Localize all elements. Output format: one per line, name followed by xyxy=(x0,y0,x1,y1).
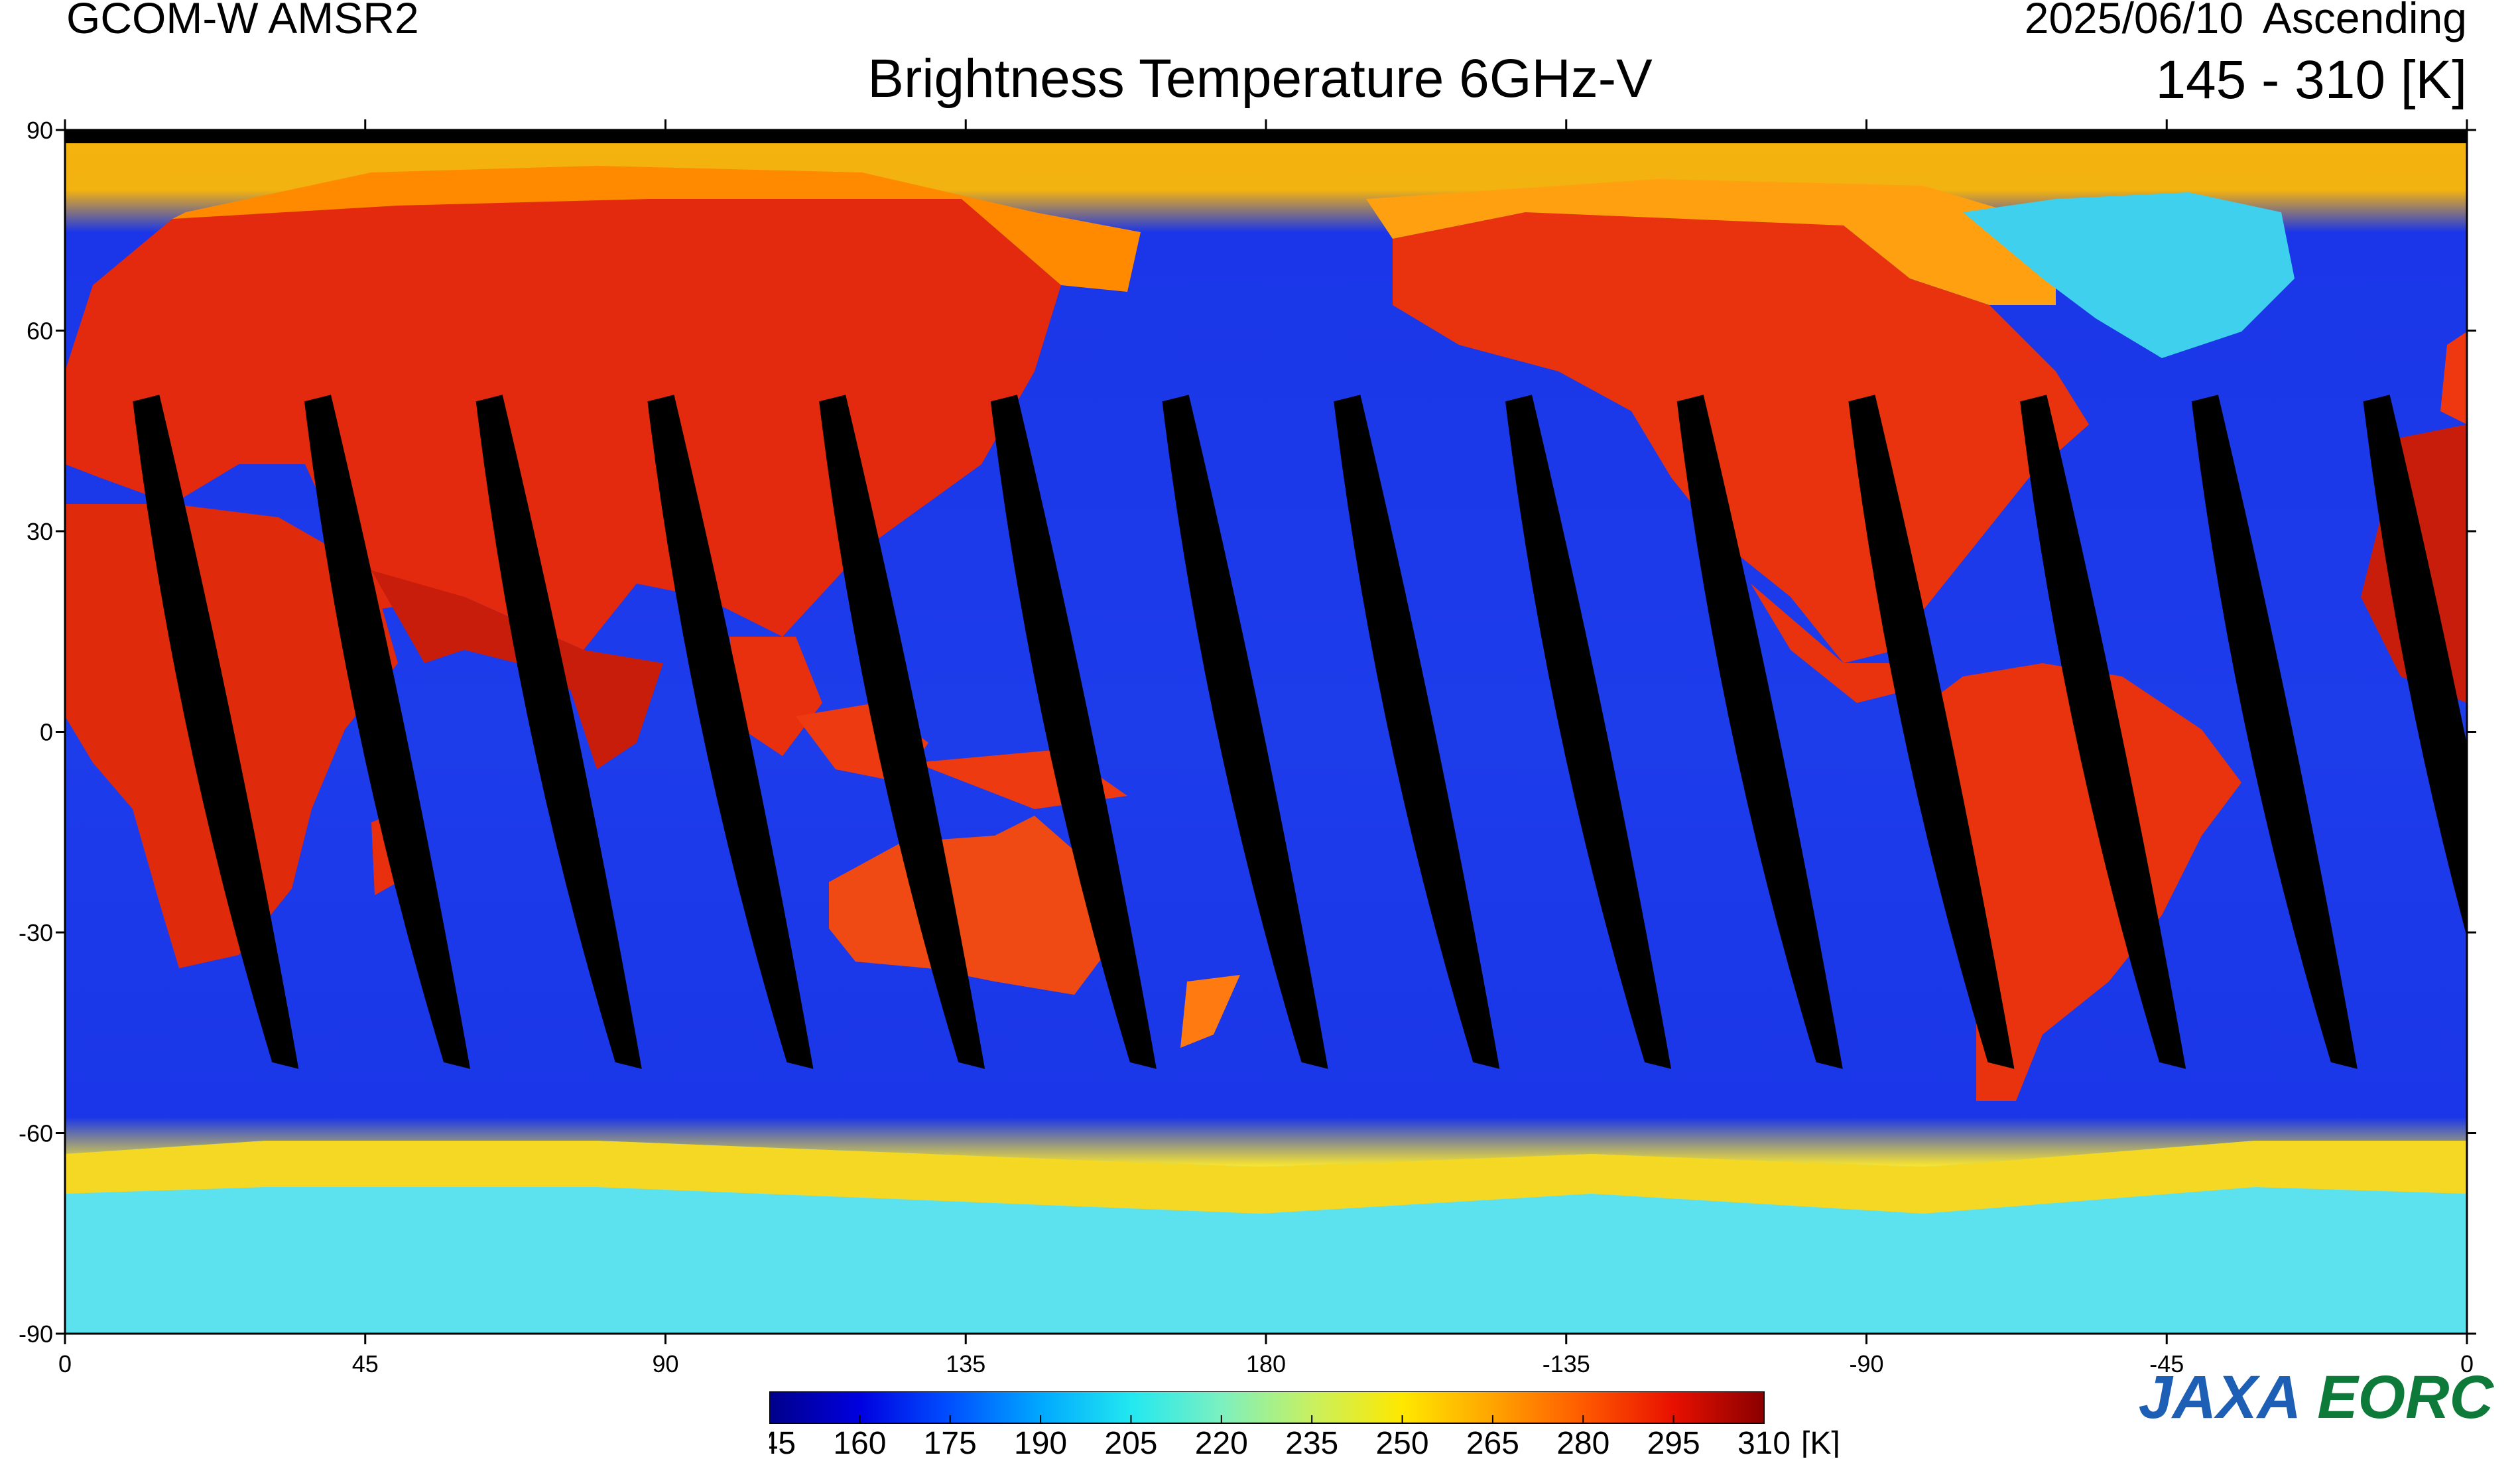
colorbar-label: 160 xyxy=(833,1426,886,1458)
colorbar-label: 220 xyxy=(1195,1426,1248,1458)
colorbar-svg: 145 160 175 190 205 220 235 250 265 280 295 310 [K] xyxy=(743,1391,1840,1461)
swath-gap xyxy=(2191,395,2358,1069)
map-title: Brightness Temperature 6GHz-V xyxy=(867,48,1653,109)
colorbar-label: 265 xyxy=(1466,1426,1519,1458)
lon-tick-label: 0 xyxy=(2460,1350,2474,1377)
swath-gap xyxy=(1334,395,1500,1069)
lat-tick-label: 60 xyxy=(27,318,53,345)
land-eurasia-north xyxy=(172,166,1141,292)
land-southeast-asia xyxy=(729,637,822,756)
lat-tick-label: 30 xyxy=(27,518,53,545)
lat-tick-label: -90 xyxy=(19,1320,53,1348)
colorbar-label: 235 xyxy=(1285,1426,1338,1458)
lon-tick-label: -45 xyxy=(2149,1350,2184,1377)
lat-tick-label: -30 xyxy=(19,919,53,946)
land-new-zealand xyxy=(1180,975,1240,1048)
logo-eorc: EORC xyxy=(2317,1364,2493,1431)
swath-gap xyxy=(2363,395,2467,938)
swath-gap xyxy=(304,395,471,1069)
lat-axis: 90 60 30 0 -30 -60 -90 xyxy=(19,117,2476,1348)
swath-gap xyxy=(1162,395,1328,1069)
colorbar-label: 310 xyxy=(1737,1426,1791,1458)
swath-gap xyxy=(819,395,985,1069)
swath-gaps xyxy=(133,395,2467,1069)
colorbar-label: 295 xyxy=(1647,1426,1700,1458)
land-uk xyxy=(2440,332,2467,424)
date-pass-label: 2025/06/10 Ascending xyxy=(2024,0,2467,42)
land-north-america-north xyxy=(1366,179,2056,305)
lon-axis: 0 45 90 135 180 -135 -90 -45 0 xyxy=(58,119,2474,1377)
land-arabia-india xyxy=(371,570,663,769)
swath-gap xyxy=(475,395,642,1069)
colorbar-label: 250 xyxy=(1375,1426,1428,1458)
lon-tick-label: 45 xyxy=(352,1350,379,1377)
lon-tick-label: 180 xyxy=(1246,1350,1286,1377)
land-eurasia xyxy=(65,179,1061,650)
lon-tick-label: -135 xyxy=(1543,1350,1590,1377)
colorbar-label: 145 xyxy=(769,1426,796,1458)
swath-gap xyxy=(133,395,299,1069)
lat-tick-label: -60 xyxy=(19,1120,53,1147)
swath-gap xyxy=(1505,395,1672,1069)
colorbar-label: 280 xyxy=(1556,1426,1609,1458)
colorbar-label: 175 xyxy=(924,1426,977,1458)
jaxa-eorc-logo: JAXA EORC xyxy=(2139,1363,2493,1432)
colorbar-scale xyxy=(769,1391,1765,1424)
lat-tick-label: 0 xyxy=(40,719,53,746)
lat-tick-label: 90 xyxy=(27,117,53,144)
colorbar-label: 205 xyxy=(1104,1426,1157,1458)
swath-gap xyxy=(1848,395,2015,1069)
antarctica-coast xyxy=(65,1141,2467,1214)
satellite-sensor-label: GCOM-W AMSR2 xyxy=(66,0,419,42)
colorbar: 145 160 175 190 205 220 235 250 265 280 295 310 [K] xyxy=(743,1391,1897,1461)
swath-gap xyxy=(990,395,1157,1069)
land-australia xyxy=(829,816,1114,995)
colorbar-unit: [K] xyxy=(1801,1426,1840,1458)
lon-tick-label: -90 xyxy=(1849,1350,1883,1377)
lon-tick-label: 90 xyxy=(652,1350,678,1377)
map-frame xyxy=(64,129,2468,1335)
lon-tick-label: 135 xyxy=(946,1350,985,1377)
north-pole-gap xyxy=(65,130,2467,143)
swath-gap xyxy=(647,395,814,1069)
lon-tick-label: 0 xyxy=(58,1350,72,1377)
land-central-america xyxy=(1751,584,1910,703)
colorbar-label: 190 xyxy=(1014,1426,1067,1458)
land-greenland xyxy=(1963,192,2295,358)
land-north-america xyxy=(1393,212,2089,663)
value-range-label: 145 - 310 [K] xyxy=(2155,50,2467,110)
logo-jaxa: JAXA xyxy=(2138,1364,2302,1431)
swath-gap xyxy=(1676,395,1843,1069)
swath-gap xyxy=(2020,395,2186,1069)
